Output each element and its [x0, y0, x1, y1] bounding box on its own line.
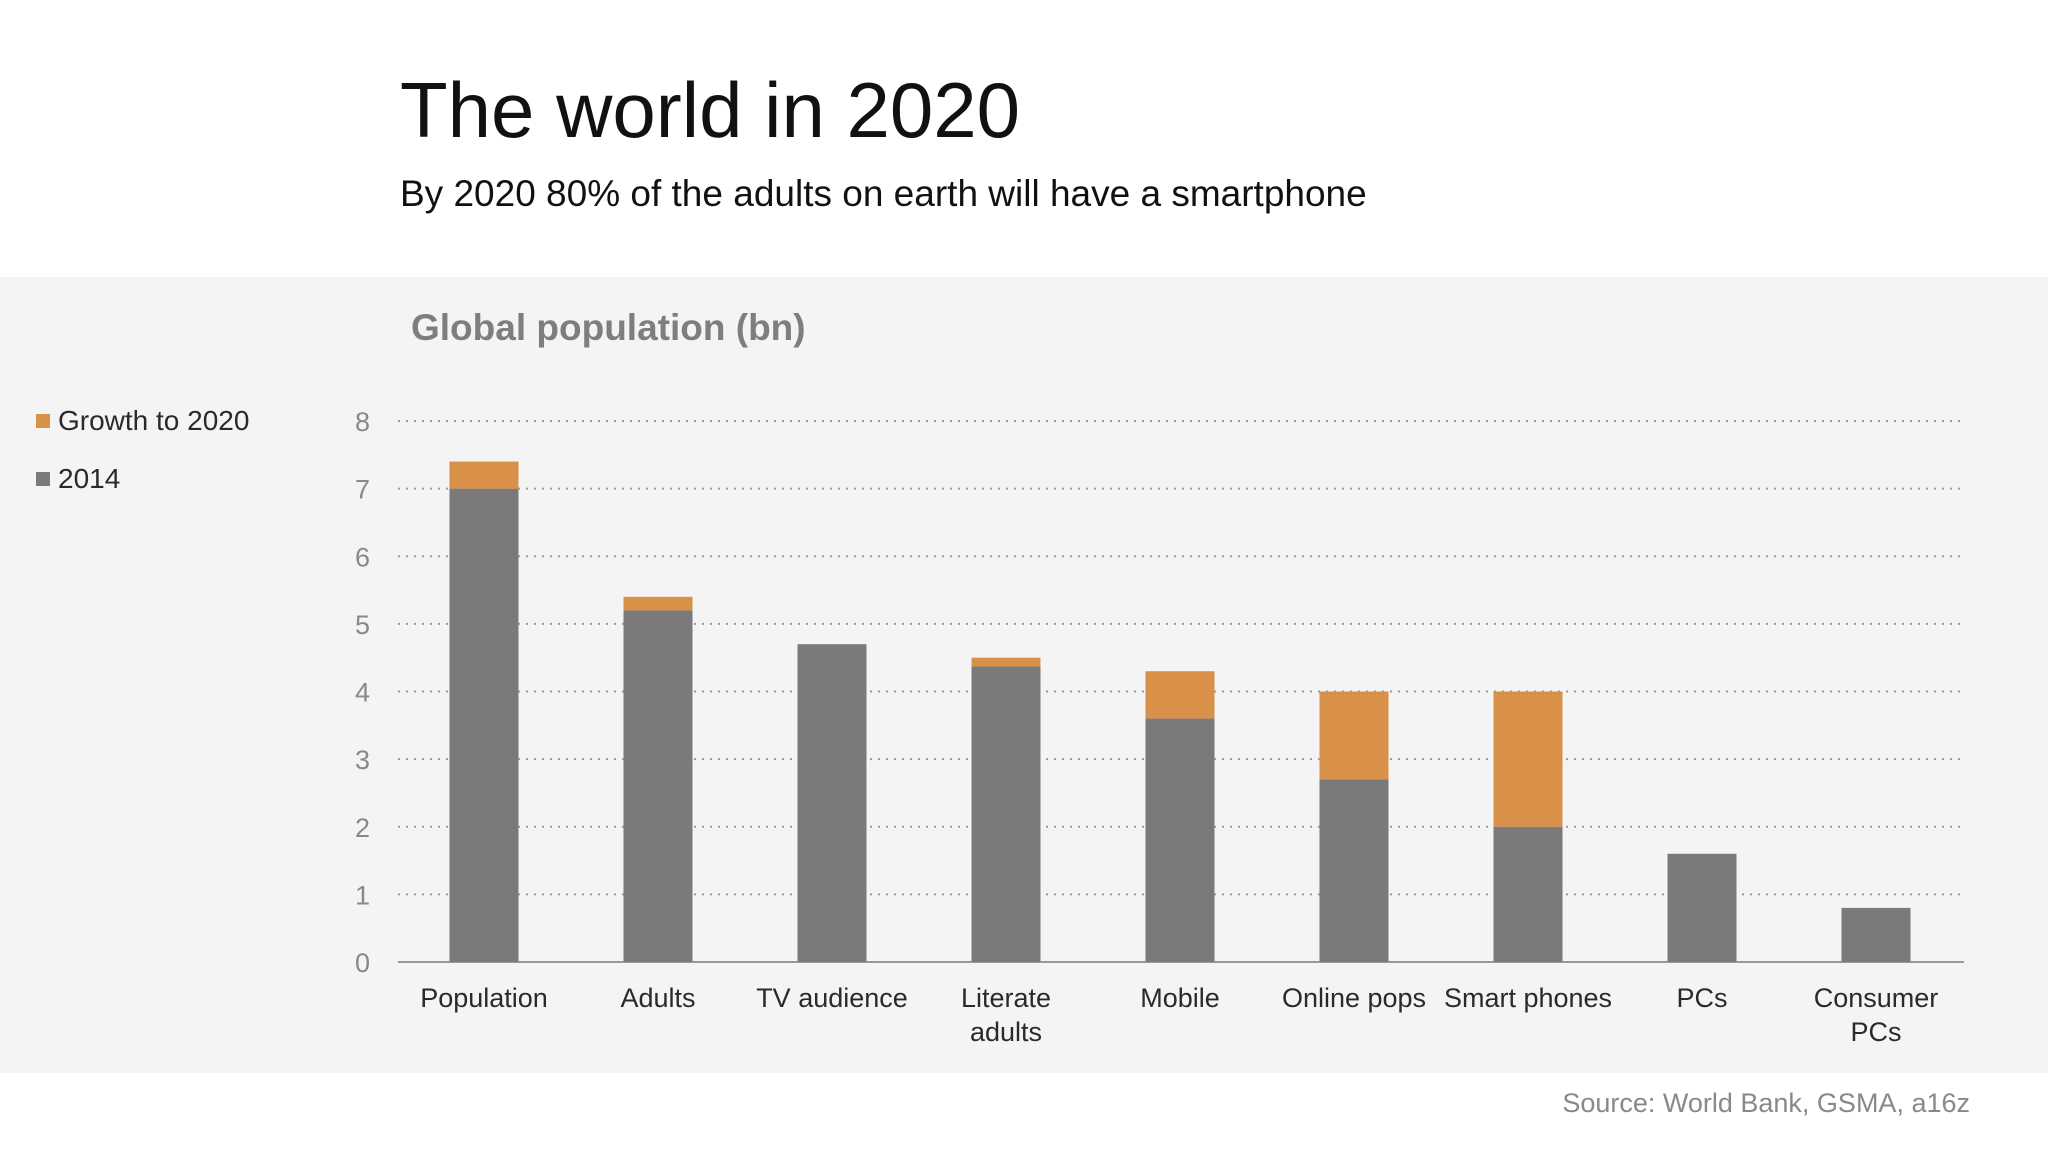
page-title: The world in 2020 — [400, 66, 1021, 154]
y-tick-label: 6 — [355, 542, 370, 572]
x-category-label: adults — [970, 1017, 1042, 1047]
bar-2014 — [449, 488, 519, 962]
x-category-label: Literate — [961, 983, 1051, 1013]
bar-2014 — [1667, 853, 1737, 962]
legend-swatch-growth — [36, 414, 50, 428]
y-tick-label: 3 — [355, 745, 370, 775]
x-category-label: Online pops — [1282, 983, 1426, 1013]
legend-item-growth: Growth to 2020 — [36, 405, 250, 436]
page-subtitle: By 2020 80% of the adults on earth will … — [400, 173, 1367, 214]
chart-title: Global population (bn) — [411, 307, 806, 348]
y-tick-label: 8 — [355, 407, 370, 437]
y-tick-label: 0 — [355, 948, 370, 978]
y-tick-label: 7 — [355, 475, 370, 505]
legend-label-2014: 2014 — [58, 463, 121, 494]
bar-growth — [971, 657, 1041, 667]
legend-item-2014: 2014 — [36, 463, 249, 494]
bar-2014 — [1145, 718, 1215, 962]
bar-2014 — [971, 666, 1041, 962]
x-category-label: PCs — [1850, 1017, 1901, 1047]
bar-growth — [623, 596, 693, 611]
x-category-label: TV audience — [756, 983, 908, 1013]
bar-growth — [449, 461, 519, 489]
bar-growth — [1145, 671, 1215, 719]
chart-legend: Growth to 2020 2014 — [36, 405, 250, 522]
y-tick-label: 4 — [355, 678, 370, 708]
x-category-label: Mobile — [1140, 983, 1220, 1013]
bar-growth — [1319, 691, 1389, 780]
bar-2014 — [1493, 826, 1563, 962]
bar-2014 — [623, 610, 693, 962]
x-category-label: Smart phones — [1444, 983, 1612, 1013]
bar-2014 — [1841, 907, 1911, 962]
bar-2014 — [797, 644, 867, 962]
y-tick-label: 1 — [355, 880, 370, 910]
x-category-label: PCs — [1676, 983, 1727, 1013]
x-category-label: Population — [420, 983, 548, 1013]
source-note: Source: World Bank, GSMA, a16z — [1562, 1088, 1970, 1118]
bar-2014 — [1319, 779, 1389, 962]
x-category-label: Consumer — [1814, 983, 1939, 1013]
y-tick-label: 2 — [355, 813, 370, 843]
bar-growth — [1493, 691, 1563, 827]
legend-swatch-2014 — [36, 472, 50, 486]
legend-label-growth: Growth to 2020 — [58, 405, 250, 436]
y-tick-label: 5 — [355, 610, 370, 640]
x-category-label: Adults — [620, 983, 695, 1013]
